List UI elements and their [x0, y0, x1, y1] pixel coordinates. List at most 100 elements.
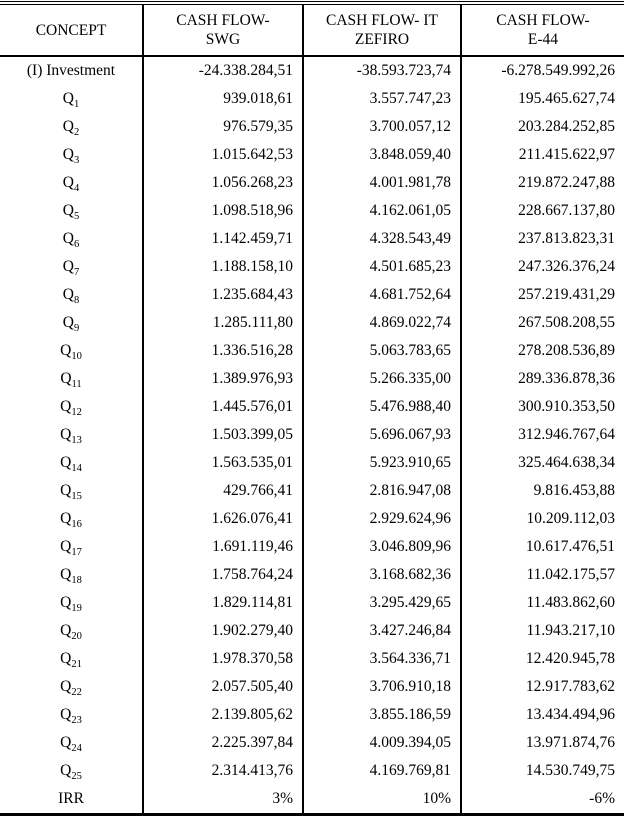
value-cell: 10%: [302, 785, 461, 815]
table-header: CONCEPT CASH FLOW- SWG CASH FLOW- IT ZEF…: [0, 3, 624, 57]
value-cell: 1.056.268,23: [142, 169, 303, 197]
value-cell: 267.508.208,55: [460, 309, 624, 337]
value-cell: 4.328.543,49: [302, 225, 461, 253]
value-cell: 1.503.399,05: [142, 421, 303, 449]
value-cell: 3.046.809,96: [302, 533, 461, 561]
header-label: SWG: [205, 31, 241, 48]
concept-cell: Q25: [0, 757, 143, 785]
value-cell: 1.626.076,41: [142, 505, 303, 533]
table-row: Q24 2.225.397,84 4.009.394,05 13.971.874,76: [0, 729, 624, 757]
header-row: CONCEPT CASH FLOW- SWG CASH FLOW- IT ZEF…: [0, 3, 624, 57]
table-row: Q21 1.978.370,58 3.564.336,71 12.420.945,78: [0, 645, 624, 673]
cash-flow-table: CONCEPT CASH FLOW- SWG CASH FLOW- IT ZEF…: [0, 1, 624, 816]
value-cell: 5.696.067,93: [302, 421, 461, 449]
header-label: CASH FLOW- IT: [326, 12, 438, 29]
concept-subscript: 5: [73, 211, 80, 223]
concept-cell: Q5: [0, 197, 143, 225]
concept-cell: Q17: [0, 533, 143, 561]
concept-cell: Q18: [0, 561, 143, 589]
table-row: Q20 1.902.279,40 3.427.246,84 11.943.217,10: [0, 617, 624, 645]
concept-subscript: 20: [71, 631, 82, 643]
concept-label: Q: [60, 538, 72, 555]
concept-label: Q: [60, 594, 72, 611]
value-cell: 4.001.981,78: [302, 169, 461, 197]
table-row: Q2 976.579,35 3.700.057,12 203.284.252,85: [0, 113, 624, 141]
value-cell: 228.667.137,80: [460, 197, 624, 225]
concept-cell: Q11: [0, 365, 143, 393]
value-cell: -24.338.284,51: [142, 56, 303, 85]
value-cell: 278.208.536,89: [460, 337, 624, 365]
concept-label: Q: [60, 426, 72, 443]
value-cell: 9.816.453,88: [460, 477, 624, 505]
concept-subscript: 13: [71, 435, 82, 447]
column-header-cash-flow-swg: CASH FLOW- SWG: [142, 3, 303, 57]
value-cell: 13.971.874,76: [460, 729, 624, 757]
concept-label: (I) Investment: [26, 62, 116, 79]
concept-subscript: 17: [71, 547, 82, 559]
concept-subscript: 19: [71, 603, 82, 615]
concept-cell: Q24: [0, 729, 143, 757]
value-cell: -38.593.723,74: [302, 56, 461, 85]
concept-cell: Q8: [0, 281, 143, 309]
value-cell: 4.009.394,05: [302, 729, 461, 757]
value-cell: 4.162.061,05: [302, 197, 461, 225]
table-body: (I) Investment -24.338.284,51 -38.593.723,…: [0, 56, 624, 815]
concept-label: Q: [60, 762, 72, 779]
value-cell: 247.326.376,24: [460, 253, 624, 281]
concept-cell: Q3: [0, 141, 143, 169]
value-cell: 203.284.252,85: [460, 113, 624, 141]
table-row: Q1 939.018,61 3.557.747,23 195.465.627,74: [0, 85, 624, 113]
concept-subscript: 3: [73, 155, 80, 167]
value-cell: 1.285.111,80: [142, 309, 303, 337]
header-label: CASH FLOW-: [496, 12, 590, 29]
table-row: Q13 1.503.399,05 5.696.067,93 312.946.767,6…: [0, 421, 624, 449]
concept-subscript: 7: [73, 267, 80, 279]
concept-cell: Q16: [0, 505, 143, 533]
concept-cell: Q9: [0, 309, 143, 337]
concept-subscript: 24: [71, 743, 82, 755]
concept-subscript: 12: [71, 407, 82, 419]
table-row: (I) Investment -24.338.284,51 -38.593.723,…: [0, 56, 624, 85]
value-cell: 257.219.431,29: [460, 281, 624, 309]
table-row: Q6 1.142.459,71 4.328.543,49 237.813.823,31: [0, 225, 624, 253]
value-cell: 5.923.910,65: [302, 449, 461, 477]
value-cell: 3.557.747,23: [302, 85, 461, 113]
value-cell: 312.946.767,64: [460, 421, 624, 449]
concept-cell: Q19: [0, 589, 143, 617]
header-label: E-44: [527, 31, 559, 48]
concept-label: Q: [62, 90, 74, 107]
concept-label: Q: [60, 342, 72, 359]
concept-subscript: 22: [71, 687, 82, 699]
value-cell: 11.943.217,10: [460, 617, 624, 645]
value-cell: 1.188.158,10: [142, 253, 303, 281]
table-row: Q25 2.314.413,76 4.169.769,81 14.530.749,75: [0, 757, 624, 785]
table-row: Q14 1.563.535,01 5.923.910,65 325.464.638,3…: [0, 449, 624, 477]
concept-subscript: 6: [73, 239, 80, 251]
concept-subscript: 21: [71, 659, 82, 671]
header-label: CASH FLOW-: [176, 12, 270, 29]
value-cell: 4.501.685,23: [302, 253, 461, 281]
value-cell: 5.476.988,40: [302, 393, 461, 421]
value-cell: 429.766,41: [142, 477, 303, 505]
value-cell: 2.816.947,08: [302, 477, 461, 505]
value-cell: 3.855.186,59: [302, 701, 461, 729]
concept-label: Q: [62, 258, 74, 275]
concept-label: Q: [62, 146, 74, 163]
value-cell: 3.427.246,84: [302, 617, 461, 645]
concept-label: Q: [60, 678, 72, 695]
concept-subscript: 25: [71, 771, 82, 783]
table-row: Q5 1.098.518,96 4.162.061,05 228.667.137,80: [0, 197, 624, 225]
concept-subscript: 8: [73, 295, 80, 307]
concept-label: Q: [62, 230, 74, 247]
value-cell: 2.225.397,84: [142, 729, 303, 757]
value-cell: 3.700.057,12: [302, 113, 461, 141]
table-row: Q17 1.691.119,46 3.046.809,96 10.617.476,51: [0, 533, 624, 561]
concept-label: Q: [62, 314, 74, 331]
value-cell: 3.168.682,36: [302, 561, 461, 589]
value-cell: 2.057.505,40: [142, 673, 303, 701]
value-cell: 1.015.642,53: [142, 141, 303, 169]
value-cell: 1.829.114,81: [142, 589, 303, 617]
value-cell: 1.978.370,58: [142, 645, 303, 673]
table-row: Q10 1.336.516,28 5.063.783,65 278.208.536,8…: [0, 337, 624, 365]
value-cell: 1.563.535,01: [142, 449, 303, 477]
